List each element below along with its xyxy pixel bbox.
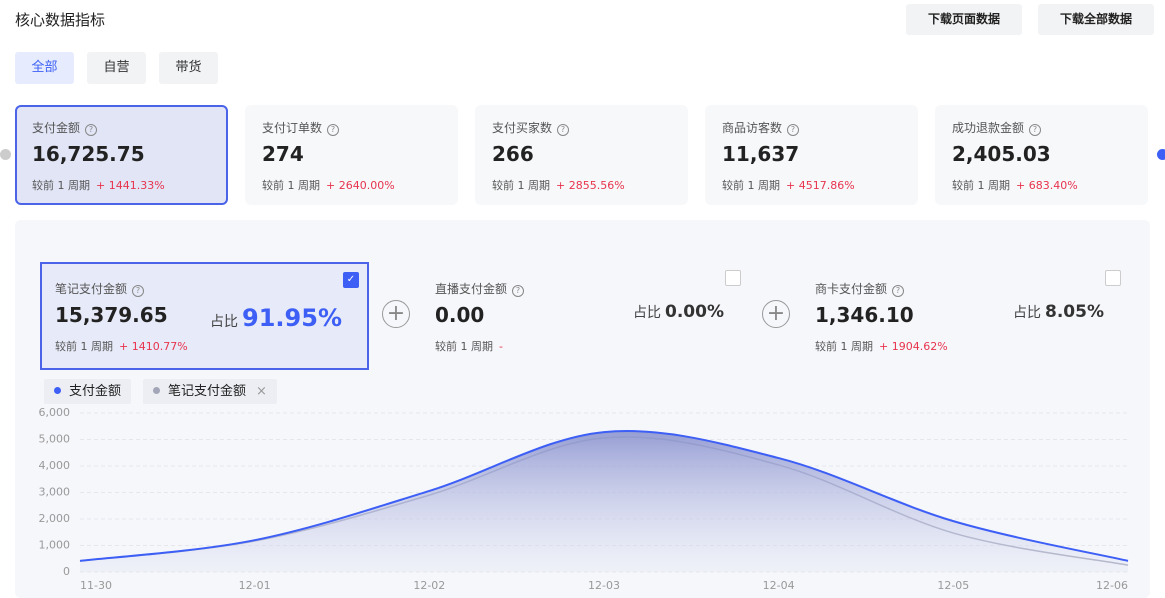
x-tick-label: 12-02 xyxy=(413,579,445,592)
metric-value: 16,725.75 xyxy=(32,142,145,166)
metric-label: 商品访客数 xyxy=(722,119,901,136)
metric-label: 支付订单数 xyxy=(262,119,441,136)
legend-chip[interactable]: 支付金额 xyxy=(44,379,132,404)
change: + 4517.86% xyxy=(786,179,855,192)
compare-row: 较前 1 周期 + 1904.62% xyxy=(815,335,1114,354)
download-page-button[interactable]: 下载页面数据 xyxy=(906,4,1022,35)
compare-label: 较前 1 周期 xyxy=(32,179,90,192)
legend-label: 支付金额 xyxy=(69,384,122,399)
y-tick-label: 3,000 xyxy=(39,486,71,499)
y-tick-label: 4,000 xyxy=(39,459,71,472)
compare-row: 较前 1 周期 + 4517.86% xyxy=(722,174,901,193)
area xyxy=(80,431,1128,572)
breakdown-label: 商卡支付金额 xyxy=(815,280,1114,297)
change: + 1410.77% xyxy=(119,340,188,353)
compare-label: 较前 1 周期 xyxy=(55,340,113,353)
breakdown-value: 1,346.10 xyxy=(815,303,914,327)
x-tick-label: 12-04 xyxy=(763,579,795,592)
y-tick-label: 5,000 xyxy=(39,433,71,446)
x-tick-label: 12-01 xyxy=(239,579,271,592)
change: + 2855.56% xyxy=(556,179,625,192)
compare-row: 较前 1 周期 + 2855.56% xyxy=(492,174,671,193)
checkbox[interactable]: ✓ xyxy=(343,272,359,288)
next-arrow[interactable] xyxy=(1157,149,1165,160)
tab[interactable]: 全部 xyxy=(15,52,74,84)
y-tick-label: 6,000 xyxy=(39,406,71,419)
remove-icon[interactable]: × xyxy=(256,384,267,399)
metric-value: 266 xyxy=(492,142,534,166)
plus-icon: + xyxy=(762,300,790,328)
metric-label: 成功退款金额 xyxy=(952,119,1131,136)
x-tick-label: 12-06 xyxy=(1096,579,1128,592)
x-tick-label: 11-30 xyxy=(80,579,112,592)
metric-card[interactable]: 支付订单数 274 较前 1 周期 + 2640.00% xyxy=(245,105,458,205)
legend-label: 笔记支付金额 xyxy=(168,384,247,399)
metric-label: 支付买家数 xyxy=(492,119,671,136)
share-value: 91.95% xyxy=(242,304,342,332)
y-tick-label: 0 xyxy=(63,565,70,578)
metric-label: 支付金额 xyxy=(32,119,211,136)
breakdown-card[interactable]: 笔记支付金额 15,379.65 较前 1 周期 + 1410.77% 占比91.95%… xyxy=(40,262,369,370)
line xyxy=(79,430,1129,562)
metric-card[interactable]: 成功退款金额 2,405.03 较前 1 周期 + 683.40% xyxy=(935,105,1148,205)
compare-label: 较前 1 周期 xyxy=(435,340,493,353)
compare-row: 较前 1 周期 + 1410.77% xyxy=(55,335,354,354)
metric-card[interactable]: 支付买家数 266 较前 1 周期 + 2855.56% xyxy=(475,105,688,205)
change: + 1904.62% xyxy=(879,340,948,353)
compare-label: 较前 1 周期 xyxy=(722,179,780,192)
metric-value: 11,637 xyxy=(722,142,800,166)
compare-label: 较前 1 周期 xyxy=(492,179,550,192)
change: + 1441.33% xyxy=(96,179,165,192)
page-title: 核心数据指标 xyxy=(15,11,106,29)
x-tick-label: 12-05 xyxy=(937,579,969,592)
change: - xyxy=(499,340,503,353)
metric-value: 2,405.03 xyxy=(952,142,1051,166)
metric-card[interactable]: 支付金额 16,725.75 较前 1 周期 + 1441.33% xyxy=(15,105,228,205)
x-tick-label: 12-03 xyxy=(588,579,620,592)
breakdown-label: 直播支付金额 xyxy=(435,280,734,297)
legend-chip[interactable]: 笔记支付金额 × xyxy=(143,379,277,404)
compare-row: 较前 1 周期 - xyxy=(435,335,734,354)
download-all-button[interactable]: 下载全部数据 xyxy=(1038,4,1154,35)
share-label: 占比 xyxy=(210,314,239,330)
y-tick-label: 1,000 xyxy=(39,539,71,552)
compare-row: 较前 1 周期 + 2640.00% xyxy=(262,174,441,193)
metric-value: 274 xyxy=(262,142,304,166)
tab[interactable]: 自营 xyxy=(87,52,146,84)
share-label: 占比 xyxy=(1013,305,1042,321)
compare-row: 较前 1 周期 + 683.40% xyxy=(952,174,1131,193)
checkbox[interactable] xyxy=(725,270,741,286)
share-label: 占比 xyxy=(633,305,662,321)
breakdown-value: 15,379.65 xyxy=(55,303,168,327)
breakdown-label: 笔记支付金额 xyxy=(55,280,354,297)
change: + 683.40% xyxy=(1016,179,1078,192)
checkbox[interactable] xyxy=(1105,270,1121,286)
compare-row: 较前 1 周期 + 1441.33% xyxy=(32,174,211,193)
change: + 2640.00% xyxy=(326,179,395,192)
plus-icon: + xyxy=(382,300,410,328)
breakdown-card[interactable]: 直播支付金额 0.00 较前 1 周期- 占比0.00% xyxy=(420,262,749,370)
breakdown-value: 0.00 xyxy=(435,303,485,327)
prev-arrow[interactable] xyxy=(0,149,11,160)
compare-label: 较前 1 周期 xyxy=(262,179,320,192)
share-value: 8.05% xyxy=(1045,302,1104,322)
compare-label: 较前 1 周期 xyxy=(952,179,1010,192)
share-value: 0.00% xyxy=(665,302,724,322)
metric-card[interactable]: 商品访客数 11,637 较前 1 周期 + 4517.86% xyxy=(705,105,918,205)
breakdown-card[interactable]: 商卡支付金额 1,346.10 较前 1 周期 + 1904.62% 占比8.05% xyxy=(800,262,1129,370)
legend-dot xyxy=(54,387,61,394)
legend-dot xyxy=(153,387,160,394)
compare-label: 较前 1 周期 xyxy=(815,340,873,353)
y-tick-label: 2,000 xyxy=(39,512,71,525)
share: 占比 0.00% xyxy=(633,302,724,322)
tab[interactable]: 带货 xyxy=(159,52,218,84)
share: 占比 8.05% xyxy=(1013,302,1104,322)
chart: 0 1,000 2,000 3,000 4,000 5,000 6,000 11-30 12-0… xyxy=(39,406,1129,592)
share: 占比 91.95% xyxy=(210,304,342,332)
